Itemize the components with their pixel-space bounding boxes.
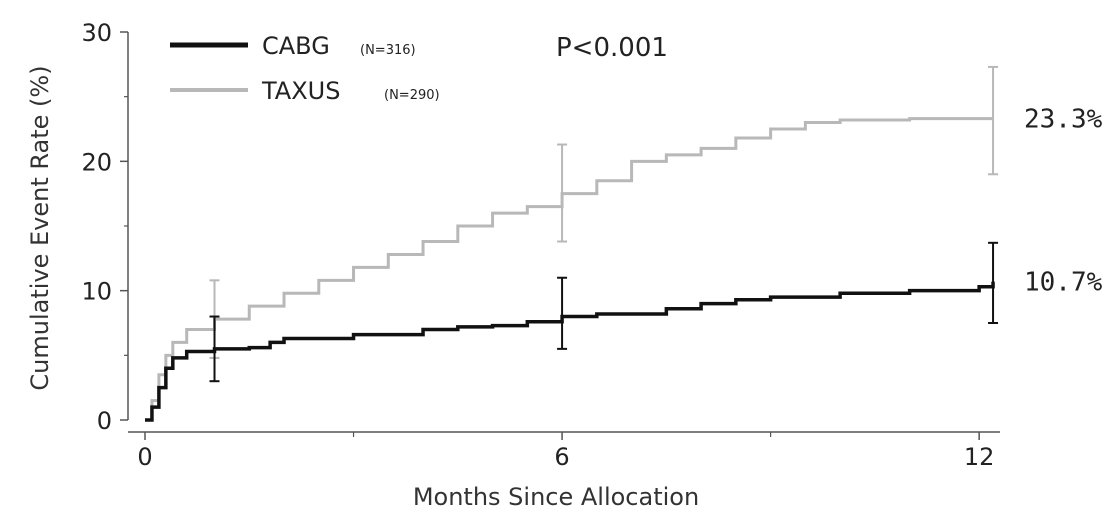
x-tick-label: 12 [964, 443, 995, 471]
p-value-annotation: P<0.001 [556, 33, 668, 63]
legend-label-taxus: TAXUS [261, 77, 340, 105]
y-axis: 0 10 20 30 [81, 19, 129, 435]
series-line-taxus [145, 117, 994, 422]
x-tick-label: 6 [554, 443, 569, 471]
legend-label-cabg: CABG [262, 32, 330, 60]
x-tick-label: 0 [137, 443, 152, 471]
end-label-cabg: 10.7% [1024, 268, 1103, 298]
y-tick-label: 10 [81, 278, 112, 306]
y-tick-label: 20 [81, 148, 112, 176]
legend: CABG (N=316) TAXUS (N=290) [170, 32, 440, 105]
legend-n-cabg: (N=316) [360, 43, 416, 58]
y-tick-label: 30 [81, 19, 112, 47]
legend-n-taxus: (N=290) [384, 88, 440, 103]
x-axis: 0 6 12 [128, 431, 1000, 471]
y-axis-title: Cumulative Event Rate (%) [26, 65, 54, 390]
end-label-taxus: 23.3% [1024, 105, 1103, 135]
x-axis-title: Months Since Allocation [413, 483, 699, 511]
series-line-cabg [145, 281, 995, 422]
plot-area: 23.3% 10.7% [145, 65, 1103, 422]
y-tick-label: 0 [97, 407, 112, 435]
